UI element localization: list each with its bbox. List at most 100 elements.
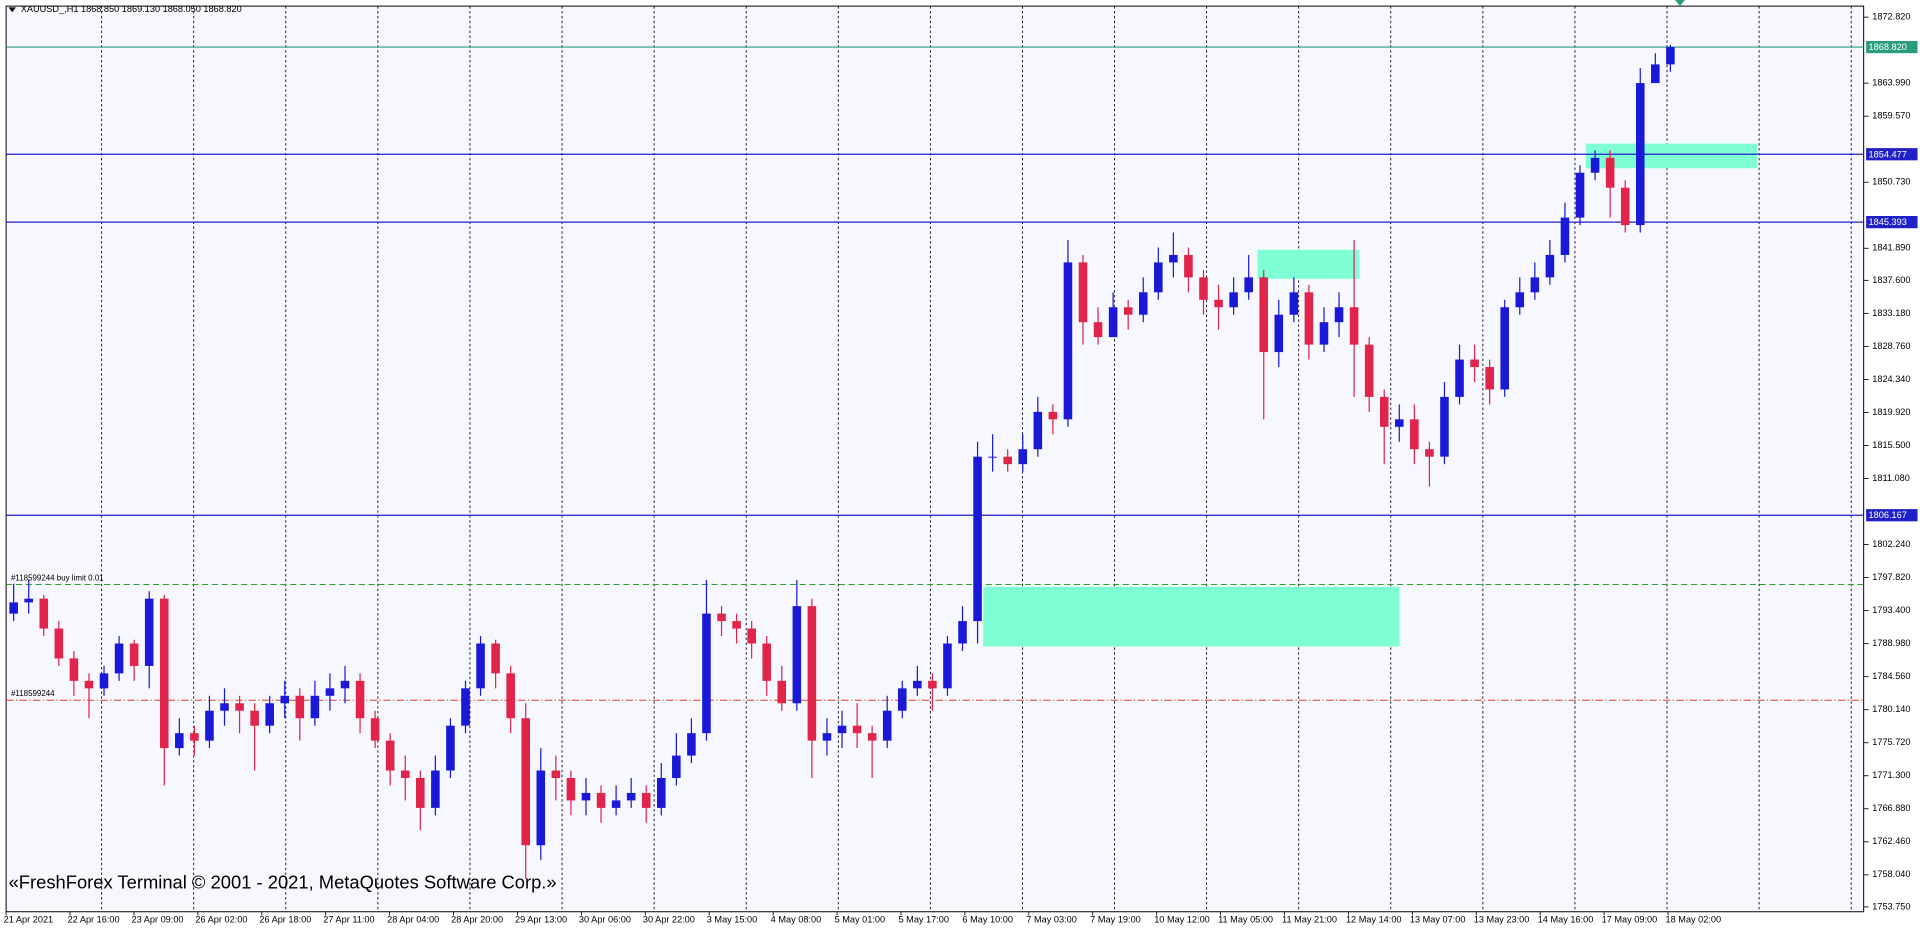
candle-body	[1425, 449, 1434, 457]
candle-body	[1620, 187, 1630, 226]
candle-body	[1500, 307, 1509, 390]
candle-body	[958, 621, 967, 644]
candle-body	[1003, 456, 1012, 465]
x-tick-label: 7 May 03:00	[1026, 915, 1076, 925]
candle-body	[340, 680, 350, 689]
x-tick-label: 3 May 15:00	[707, 915, 757, 925]
candle-body	[84, 680, 94, 689]
x-tick-label: 30 Apr 22:00	[643, 915, 695, 925]
candle-body	[476, 643, 485, 689]
x-tick-label: 26 Apr 02:00	[195, 915, 247, 925]
candle-body	[973, 456, 982, 622]
candle-body	[867, 733, 877, 741]
candle-body	[69, 658, 79, 681]
candle-body	[1560, 217, 1570, 255]
candle-body	[1666, 47, 1675, 65]
candle-body	[897, 688, 907, 711]
y-tick-label: 1753.750	[1872, 901, 1910, 911]
y-tick-label: 1766.880	[1872, 803, 1910, 813]
candle-body	[747, 628, 756, 644]
candle-body	[1395, 419, 1404, 427]
candle-body	[1575, 172, 1585, 218]
candle-body	[1033, 411, 1043, 450]
chart-title: XAUUSD_,H1 1868.850 1869.130 1868.050 18…	[21, 4, 242, 14]
candle-body	[1651, 64, 1660, 84]
candle-body	[1515, 292, 1525, 308]
candle-body	[1289, 292, 1299, 315]
candle-body	[129, 643, 139, 666]
y-tick-label: 1793.400	[1872, 605, 1910, 615]
candle-body	[370, 718, 380, 741]
candle-body	[566, 777, 576, 801]
x-tick-label: 13 May 07:00	[1410, 915, 1466, 925]
candle-body	[807, 606, 817, 741]
candle-body	[1364, 344, 1374, 397]
candle-body	[1440, 396, 1449, 457]
order-label: #118599244	[11, 689, 55, 698]
candle-body	[1635, 83, 1645, 226]
x-tick-label: 11 May 21:00	[1282, 915, 1337, 925]
menu-icon	[8, 7, 16, 13]
candle-body	[1485, 367, 1494, 390]
y-tick-label: 1841.890	[1872, 243, 1910, 253]
candle-body	[928, 680, 937, 689]
x-tick-label: 5 May 17:00	[899, 915, 949, 925]
candle-body	[250, 710, 259, 726]
y-tick-label: 1758.040	[1872, 869, 1910, 879]
candle-body	[626, 792, 636, 801]
candle-body	[1455, 359, 1464, 397]
y-tick-label: 1819.920	[1872, 407, 1910, 417]
candle-body	[943, 643, 952, 689]
time-grid	[101, 6, 1852, 912]
candle-body	[882, 710, 892, 741]
y-tick-label: 1850.730	[1872, 177, 1910, 187]
candle-body	[24, 598, 33, 603]
level-label-box	[1866, 215, 1918, 229]
x-tick-label: 22 Apr 16:00	[68, 915, 120, 925]
x-tick-label: 29 Apr 13:00	[515, 915, 567, 925]
y-tick-label: 1771.300	[1872, 770, 1910, 780]
candle-body	[672, 755, 681, 778]
level-label: 1854.477	[1869, 149, 1907, 159]
candle-body	[54, 628, 64, 659]
candle-body	[1154, 262, 1163, 293]
order-label: #118599244 buy limit 0.01	[11, 573, 104, 582]
candle-body	[1590, 157, 1600, 173]
level-label-box	[1866, 148, 1918, 161]
candle-body	[762, 643, 771, 681]
candle-body	[1093, 322, 1103, 338]
candle-body	[1244, 277, 1253, 293]
candle-body	[837, 725, 847, 734]
candle-body	[521, 718, 531, 846]
y-tick-label: 1788.980	[1872, 638, 1910, 648]
candle-body	[385, 740, 395, 771]
candle-body	[657, 777, 666, 808]
y-tick-label: 1824.340	[1872, 374, 1910, 384]
y-tick-label: 1780.140	[1872, 704, 1910, 714]
x-tick-label: 4 May 08:00	[771, 915, 821, 925]
candle-body	[190, 733, 199, 741]
candle-body	[913, 680, 922, 689]
candle-body	[1078, 262, 1088, 323]
candle-body	[265, 703, 274, 726]
candle-body	[988, 456, 997, 458]
candle-body	[310, 695, 320, 719]
zone	[983, 586, 1400, 647]
candle-body	[777, 680, 787, 704]
zone	[1257, 249, 1360, 279]
candle-body	[1334, 307, 1344, 323]
candle-body	[536, 770, 546, 846]
level-label: 1806.167	[1869, 510, 1907, 520]
candle-body	[114, 643, 124, 674]
candle-body	[717, 613, 726, 622]
y-tick-label: 1828.760	[1872, 341, 1910, 351]
candle-body	[99, 673, 109, 689]
y-tick-label: 1811.080	[1872, 473, 1910, 483]
plot-area	[5, 5, 1865, 913]
candle-body	[852, 725, 862, 734]
candle-body	[1138, 292, 1148, 315]
candle-body	[220, 703, 229, 711]
candle-body	[1349, 307, 1359, 345]
candle-body	[551, 770, 561, 778]
